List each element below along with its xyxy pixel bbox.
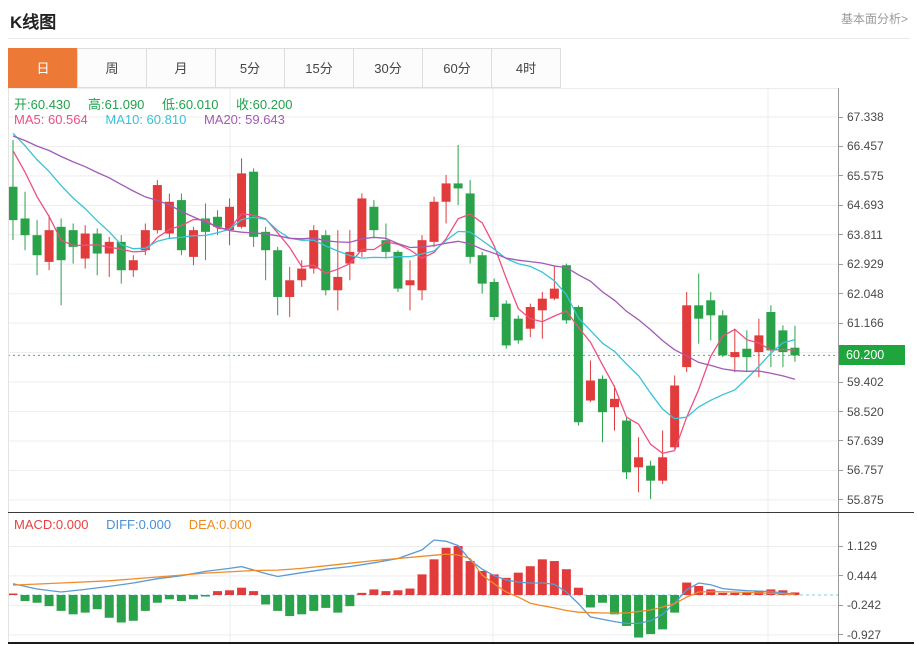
fundamental-analysis-link[interactable]: 基本面分析>: [840, 12, 908, 26]
axis-tick: [838, 234, 843, 236]
diff-readout: DIFF:0.000: [106, 517, 172, 532]
high-value: 61.090: [104, 97, 145, 112]
pane-divider: [8, 512, 914, 513]
ma5-readout: MA5: 60.564: [14, 112, 88, 127]
macd-readout: MACD:0.000: [14, 517, 89, 532]
current-price-badge: 60.200: [839, 345, 905, 366]
tab-周[interactable]: 周: [77, 48, 147, 88]
timeframe-tabs: 日周月 5分 15分 30分 60分 4时: [8, 48, 561, 88]
price-tick-label: 62.048: [838, 285, 884, 303]
tab-15分[interactable]: 15分: [284, 48, 354, 88]
macd-chart[interactable]: [8, 513, 838, 645]
price-tick-label: 64.693: [838, 196, 884, 214]
tab-日[interactable]: 日: [8, 48, 78, 88]
chart-area: 开:60.430 高:61.090 低:60.010 收:60.200 MA5:…: [8, 88, 914, 645]
low-readout: 低:60.010: [162, 97, 219, 112]
axis-tick: [838, 575, 843, 577]
chart-left-border: [8, 88, 9, 643]
chart-top-border: [8, 88, 838, 89]
price-tick-label: 56.757: [838, 461, 884, 479]
ma10-value: 60.810: [146, 112, 187, 127]
price-tick-label: 57.639: [838, 432, 884, 450]
high-readout: 高:61.090: [88, 97, 145, 112]
dea-value: 0.000: [219, 517, 252, 532]
ma5-line: [12, 150, 795, 454]
tab-月[interactable]: 月: [146, 48, 216, 88]
axis-tick: [838, 545, 843, 547]
tab-30分[interactable]: 30分: [353, 48, 423, 88]
tab-5分[interactable]: 5分: [215, 48, 285, 88]
open-readout: 开:60.430: [14, 97, 71, 112]
axis-tick: [838, 116, 843, 118]
price-tick-label: 67.338: [838, 108, 884, 126]
close-readout: 收:60.200: [236, 97, 293, 112]
dea-readout: DEA:0.000: [188, 517, 252, 532]
low-value: 60.010: [178, 97, 219, 112]
tab-4时[interactable]: 4时: [491, 48, 561, 88]
price-tick-label: 58.520: [838, 403, 884, 421]
macd-value: 0.000: [55, 517, 89, 532]
axis-tick: [838, 145, 843, 147]
chart-bottom-border: [8, 642, 914, 644]
price-tick-label: 61.166: [838, 314, 884, 332]
macd-tick-label: 0.444: [838, 567, 877, 585]
dea-line: [12, 553, 795, 614]
axis-tick: [838, 322, 843, 324]
price-tick-label: 55.875: [838, 491, 884, 509]
axis-tick: [838, 604, 843, 606]
open-value: 60.430: [30, 97, 71, 112]
candles: [8, 139, 800, 500]
ma5-value: 60.564: [47, 112, 88, 127]
header-divider: [8, 38, 910, 39]
price-tick-label: 63.811: [838, 226, 883, 244]
price-axis: 67.338 66.457 65.575 64.693 63.811 62.929 62.0…: [838, 88, 914, 645]
axis-tick: [838, 263, 843, 265]
ma20-value: 59.643: [245, 112, 285, 127]
ma10-line: [12, 132, 796, 420]
macd-legend: MACD:0.000 DIFF:0.000 DEA:0.000: [14, 517, 266, 532]
macd-tick-label: -0.242: [838, 596, 881, 614]
macd-tick-label: 1.129: [838, 537, 877, 555]
close-value: 60.200: [252, 97, 293, 112]
ma-legend: MA5: 60.564 MA10: 60.810 MA20: 59.643: [14, 112, 299, 127]
axis-tick: [838, 469, 843, 471]
axis-tick: [838, 293, 843, 295]
ma20-line: [12, 135, 796, 380]
price-tick-label: 65.575: [838, 167, 884, 185]
price-tick-label: 66.457: [838, 137, 884, 155]
price-tick-label: 59.402: [838, 373, 884, 391]
diff-line: [12, 539, 795, 625]
macd-tick-label: -0.927: [838, 626, 881, 644]
diff-value: 0.000: [138, 517, 172, 532]
ohlc-legend: 开:60.430 高:61.090 低:60.010 收:60.200: [14, 94, 306, 113]
ma10-readout: MA10: 60.810: [105, 112, 187, 127]
tab-60分[interactable]: 60分: [422, 48, 492, 88]
ma20-readout: MA20: 59.643: [203, 112, 285, 127]
axis-tick: [838, 499, 843, 501]
candlestick-chart[interactable]: [8, 88, 838, 513]
axis-tick: [838, 204, 843, 206]
axis-tick: [838, 381, 843, 383]
axis-tick: [838, 634, 843, 636]
price-tick-label: 62.929: [838, 255, 884, 273]
axis-separator: [838, 88, 839, 643]
axis-tick: [838, 440, 843, 442]
axis-tick: [838, 175, 843, 177]
axis-tick: [838, 411, 843, 413]
macd-bars: [8, 546, 800, 638]
page-title: K线图: [10, 13, 57, 32]
